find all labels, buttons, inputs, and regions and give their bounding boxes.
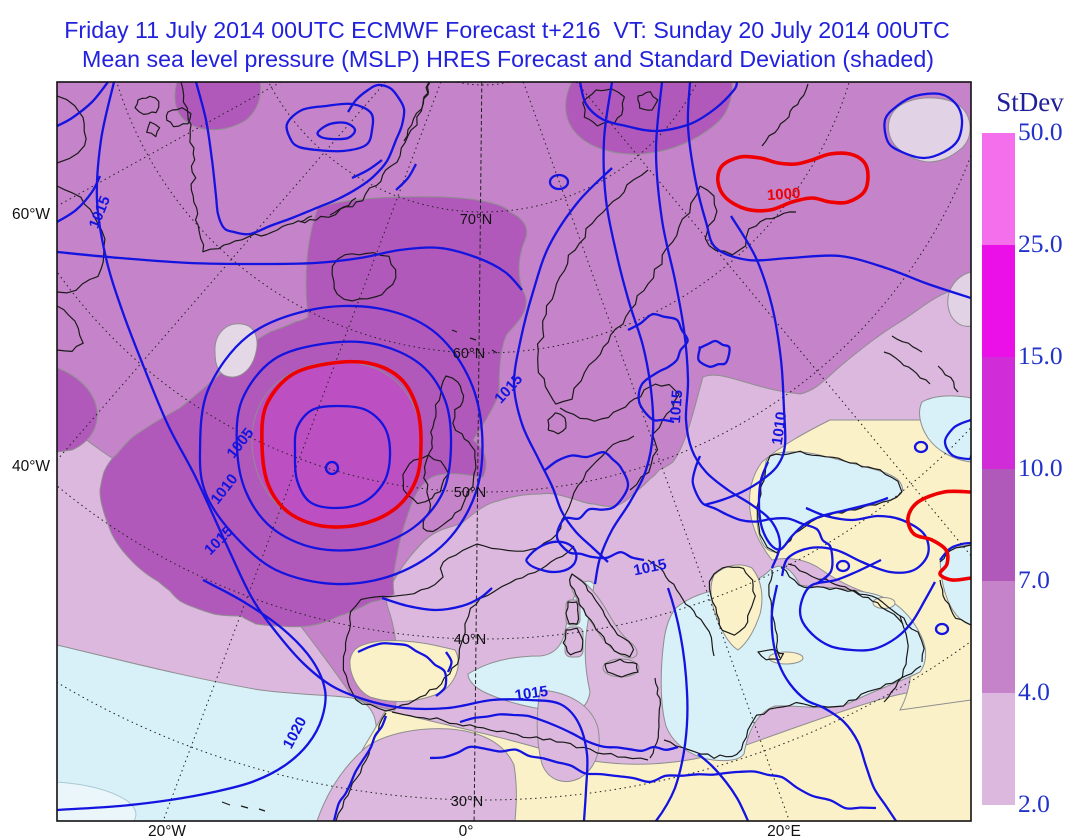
svg-text:1010: 1010: [769, 411, 790, 446]
svg-text:50°N: 50°N: [454, 485, 486, 501]
svg-text:7.0: 7.0: [1018, 565, 1050, 594]
svg-text:15.0: 15.0: [1018, 341, 1063, 370]
svg-text:70°N: 70°N: [460, 212, 492, 228]
svg-text:1015: 1015: [514, 683, 549, 704]
svg-text:20°E: 20°E: [767, 823, 801, 839]
svg-text:Mean sea level pressure (MSLP): Mean sea level pressure (MSLP) HRES Fore…: [82, 46, 934, 72]
svg-text:2.0: 2.0: [1018, 789, 1050, 818]
svg-text:40°N: 40°N: [454, 632, 486, 648]
svg-text:20°W: 20°W: [148, 823, 186, 839]
svg-text:StDev: StDev: [996, 87, 1064, 117]
svg-text:25.0: 25.0: [1018, 229, 1063, 258]
svg-text:10.0: 10.0: [1018, 453, 1063, 482]
svg-text:30°N: 30°N: [451, 794, 483, 810]
svg-text:1015: 1015: [632, 556, 668, 580]
svg-text:0°: 0°: [459, 823, 474, 839]
svg-text:4.0: 4.0: [1018, 677, 1050, 706]
svg-text:60°N: 60°N: [453, 346, 485, 362]
svg-text:60°W: 60°W: [12, 206, 50, 223]
svg-text:1015: 1015: [667, 389, 686, 423]
svg-text:50.0: 50.0: [1018, 117, 1063, 146]
svg-text:1000: 1000: [766, 185, 800, 204]
svg-text:Friday 11 July 2014 00UTC ECMW: Friday 11 July 2014 00UTC ECMWF Forecast…: [64, 17, 950, 43]
svg-text:40°W: 40°W: [12, 458, 50, 475]
